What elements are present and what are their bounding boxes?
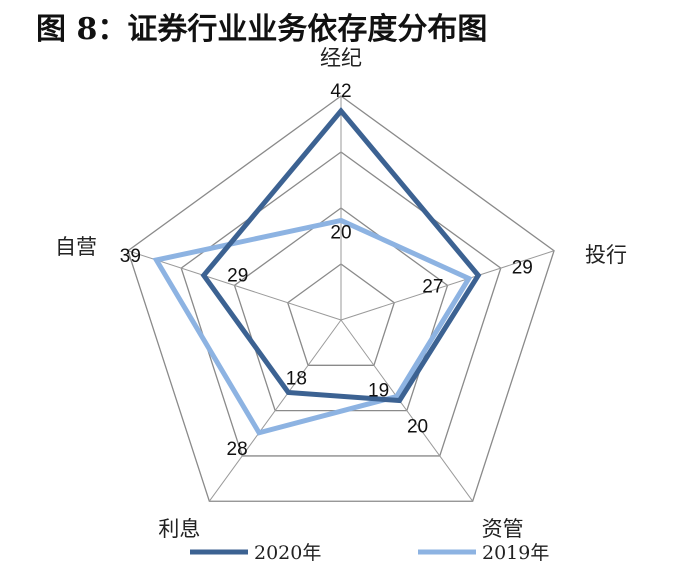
legend-label: 2019年 (482, 542, 549, 564)
data-label: 18 (286, 368, 307, 389)
legend: 2020年 2019年 (190, 542, 549, 564)
category-label: 投行 (585, 243, 627, 267)
grid-ring-4 (127, 95, 555, 502)
spoke-2 (340, 319, 474, 502)
spoke-3 (208, 319, 342, 502)
category-label: 利息 (158, 517, 200, 541)
chart-title: 图 8：证券行业业务依存度分布图 (36, 12, 488, 47)
grid-ring-1 (286, 263, 396, 366)
series-line-0 (200, 107, 482, 404)
data-label: 29 (512, 257, 533, 278)
legend-label: 2020年 (254, 542, 321, 564)
data-label: 42 (330, 81, 351, 102)
spoke-4 (127, 250, 342, 321)
data-label: 20 (407, 417, 428, 438)
category-label: 自营 (55, 235, 97, 259)
data-label: 29 (227, 265, 248, 286)
category-label: 资管 (482, 517, 524, 541)
radar-spokes (127, 96, 555, 502)
radar-series (152, 107, 482, 436)
data-label: 28 (227, 439, 248, 460)
spoke-1 (340, 250, 555, 321)
category-label: 经纪 (320, 46, 362, 70)
data-label: 39 (120, 246, 141, 267)
data-label: 27 (422, 276, 443, 297)
data-label: 20 (330, 222, 351, 243)
radar-data-labels: 42 29 20 18 29 20 27 19 28 39 (120, 81, 533, 460)
data-label: 19 (368, 381, 389, 402)
series-line-1 (152, 217, 473, 436)
